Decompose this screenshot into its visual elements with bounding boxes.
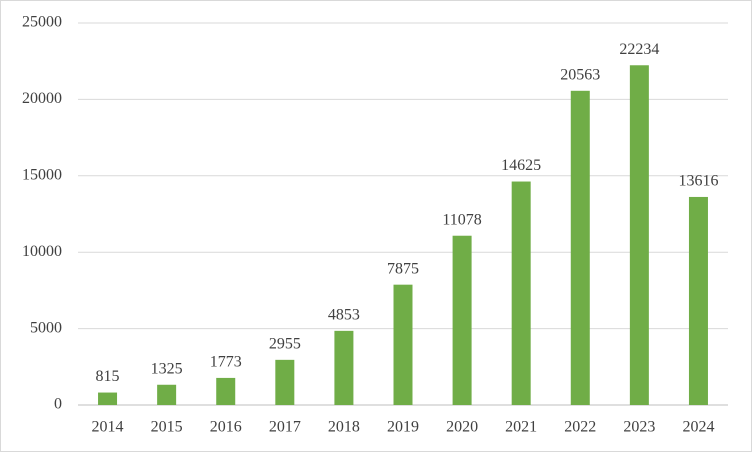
bar	[452, 235, 472, 405]
data-label: 14625	[501, 157, 541, 174]
data-label: 2955	[269, 336, 301, 353]
y-tick-label: 25000	[22, 14, 62, 31]
y-tick-label: 10000	[22, 243, 62, 260]
y-tick-label: 15000	[22, 166, 62, 183]
x-tick-label: 2019	[387, 419, 419, 436]
x-tick-label: 2015	[151, 419, 183, 436]
data-label: 1773	[210, 354, 242, 371]
x-tick-label: 2020	[446, 419, 478, 436]
data-label: 1325	[151, 360, 183, 377]
bar	[629, 65, 649, 406]
data-label: 815	[96, 368, 120, 385]
bar	[511, 181, 531, 405]
x-tick-label: 2016	[210, 419, 242, 436]
x-tick-label: 2017	[269, 419, 301, 436]
x-tick-label: 2014	[92, 419, 124, 436]
bar	[157, 384, 177, 405]
data-label: 13616	[678, 173, 718, 190]
bar	[98, 392, 118, 405]
bar	[334, 330, 354, 405]
data-label: 20563	[560, 66, 600, 83]
bar	[275, 359, 295, 405]
bar	[570, 90, 590, 405]
data-label: 4853	[328, 307, 360, 324]
x-tick-label: 2022	[564, 419, 596, 436]
data-label: 11078	[442, 211, 481, 228]
x-tick-label: 2023	[623, 419, 655, 436]
bar	[216, 377, 236, 405]
x-tick-label: 2021	[505, 419, 537, 436]
x-tick-label: 2018	[328, 419, 360, 436]
y-tick-label: 5000	[30, 319, 62, 336]
x-tick-label: 2024	[682, 419, 714, 436]
y-tick-label: 0	[54, 396, 62, 413]
data-label: 22234	[619, 41, 659, 58]
y-tick-label: 20000	[22, 90, 62, 107]
bar	[688, 196, 708, 405]
bar	[393, 284, 413, 405]
data-label: 7875	[387, 260, 419, 277]
